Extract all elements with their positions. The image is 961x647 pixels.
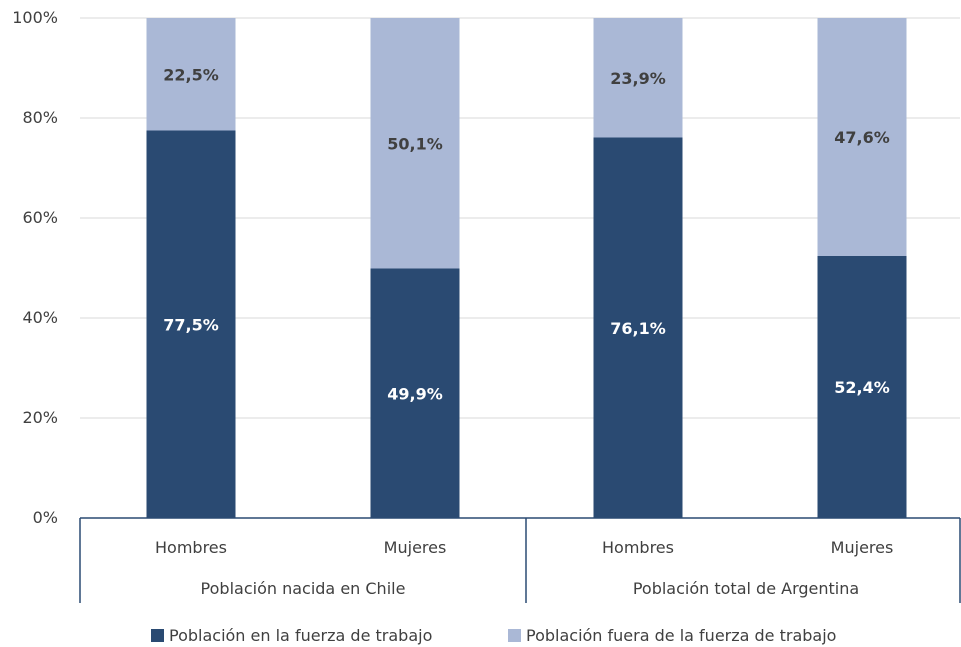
x-group-label: Población total de Argentina xyxy=(633,579,859,598)
data-label: 47,6% xyxy=(834,128,890,147)
bar-segment xyxy=(370,18,460,269)
bar-segment xyxy=(146,130,236,518)
data-label: 77,5% xyxy=(163,315,219,334)
bar-segment xyxy=(370,268,460,518)
y-axis: 0% 20% 40% 60% 80% 100% xyxy=(12,8,58,527)
y-tick-label: 40% xyxy=(22,308,58,327)
legend-swatch xyxy=(151,629,164,642)
x-category-label: Mujeres xyxy=(384,538,447,557)
data-label: 50,1% xyxy=(387,134,443,153)
legend-swatch xyxy=(508,629,521,642)
y-tick-label: 100% xyxy=(12,8,58,27)
y-tick-label: 60% xyxy=(22,208,58,227)
data-label: 49,9% xyxy=(387,384,443,403)
bar-segment xyxy=(146,18,236,131)
data-label: 76,1% xyxy=(610,319,666,338)
legend-label: Población en la fuerza de trabajo xyxy=(169,626,432,645)
x-category-label: Hombres xyxy=(602,538,674,557)
data-label: 22,5% xyxy=(163,65,219,84)
x-category-label: Mujeres xyxy=(831,538,894,557)
y-tick-label: 0% xyxy=(33,508,58,527)
y-tick-label: 80% xyxy=(22,108,58,127)
bar-segment xyxy=(593,137,683,518)
bars: 77,5% 22,5% 49,9% 50,1% 76,1% 23,9% 52,4% 47,6% xyxy=(146,18,907,518)
legend-label: Población fuera de la fuerza de trabajo xyxy=(526,626,836,645)
data-label: 52,4% xyxy=(834,378,890,397)
bar-segment xyxy=(593,18,683,138)
bar-segment xyxy=(817,18,907,256)
x-group-label: Población nacida en Chile xyxy=(201,579,406,598)
legend: Población en la fuerza de trabajo Poblaci… xyxy=(151,626,836,645)
x-category-label: Hombres xyxy=(155,538,227,557)
bar-segment xyxy=(817,256,907,518)
data-label: 23,9% xyxy=(610,69,666,88)
y-tick-label: 20% xyxy=(22,408,58,427)
x-axis: Hombres Mujeres Hombres Mujeres Población na… xyxy=(79,517,961,603)
